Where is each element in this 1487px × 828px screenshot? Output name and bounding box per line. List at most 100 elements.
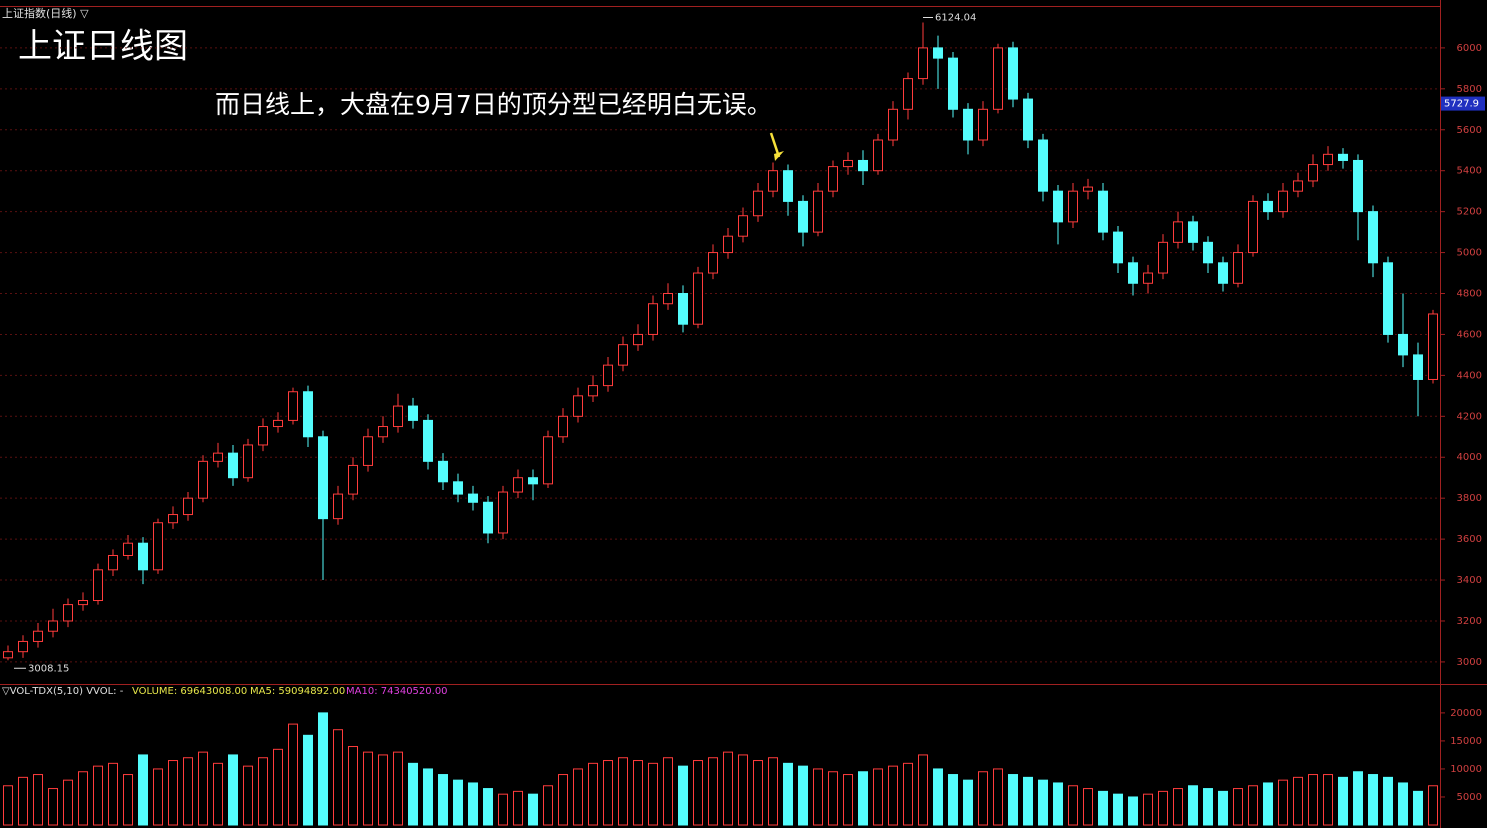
candle-body <box>738 215 748 237</box>
volume-bar <box>1128 796 1138 826</box>
volume-bar <box>1368 774 1378 826</box>
candle-body <box>618 344 628 366</box>
volume-bar <box>1023 776 1033 826</box>
volume-bar <box>318 712 328 826</box>
volume-bar <box>798 765 808 826</box>
candle-body <box>1083 186 1093 192</box>
volume-bar <box>1278 779 1288 826</box>
candle-body <box>1158 241 1168 274</box>
candle-body <box>1113 231 1123 264</box>
candle-body <box>993 47 1003 110</box>
candle-body <box>423 419 433 462</box>
volume-bar <box>903 762 913 826</box>
candle-body <box>948 57 958 110</box>
y-tick-label: 3200 <box>1457 616 1482 627</box>
volume-bar <box>948 774 958 826</box>
volume-bar <box>273 748 283 826</box>
volume-bar <box>1113 793 1123 826</box>
volume-bar <box>513 790 523 826</box>
volume-bar <box>393 751 403 826</box>
volume-bar <box>33 774 43 826</box>
candle-body <box>603 364 613 387</box>
volume-bar <box>168 760 178 826</box>
volume-bar <box>978 771 988 826</box>
volume-bar <box>618 757 628 826</box>
candle-body <box>888 108 898 141</box>
volume-bar <box>1248 785 1258 826</box>
y-tick-label: 4400 <box>1457 370 1482 381</box>
volume-bar <box>78 771 88 826</box>
candle-body <box>438 460 448 483</box>
candle-body <box>48 620 58 632</box>
y-tick-label: 15000 <box>1450 736 1482 747</box>
volume-bar <box>423 768 433 826</box>
candle-body <box>1023 98 1033 141</box>
y-tick-label: 5000 <box>1457 792 1482 803</box>
ma10-value: MA10: 74340520.00 <box>346 686 448 697</box>
annotation-arrowhead <box>774 151 784 161</box>
y-tick-label: 5800 <box>1457 84 1482 95</box>
volume-bar <box>1308 774 1318 826</box>
annotation: 而日线上，大盘在9月7日的顶分型已经明白无误。 <box>215 90 772 119</box>
candle-body <box>933 47 943 59</box>
candle-body <box>18 640 28 653</box>
y-tick-label: 3000 <box>1457 657 1482 668</box>
candle-body <box>1398 333 1408 356</box>
candle-body <box>243 444 253 479</box>
volume-bar <box>1323 774 1333 826</box>
candle-body <box>1248 200 1258 254</box>
volume-bar <box>858 771 868 826</box>
volume-bar <box>228 754 238 826</box>
volume-bar <box>1098 790 1108 826</box>
candle-body <box>768 170 778 192</box>
volume-bar <box>348 746 358 826</box>
volume-bar <box>708 757 718 826</box>
volume-bar <box>1038 779 1048 826</box>
candle-body <box>663 293 673 305</box>
candle-body <box>453 481 463 495</box>
volume-bar <box>1158 790 1168 826</box>
volume-bar <box>63 779 73 826</box>
candle-body <box>1278 190 1288 213</box>
volume-bar <box>768 757 778 826</box>
high-label: 6124.04 <box>935 13 976 24</box>
y-tick-label: 3800 <box>1457 493 1482 504</box>
candle-body <box>513 477 523 493</box>
candle-body <box>393 405 403 428</box>
candle-body <box>183 497 193 516</box>
candle-body <box>1428 313 1438 380</box>
candle-body <box>303 391 313 438</box>
y-tick-label: 3400 <box>1457 575 1482 586</box>
candle-body <box>228 452 238 479</box>
volume-bar <box>813 768 823 826</box>
candle-body <box>123 542 133 556</box>
volume-bar <box>378 754 388 826</box>
candle-body <box>978 108 988 141</box>
volume-bar <box>888 765 898 826</box>
candle-body <box>798 200 808 233</box>
y-tick-label: 3600 <box>1457 534 1482 545</box>
candle-body <box>468 493 478 503</box>
y-tick-label: 4200 <box>1457 411 1482 422</box>
volume-bar <box>1353 771 1363 826</box>
volume-bar <box>1083 788 1093 826</box>
volume-bar <box>603 760 613 826</box>
volume-bar <box>198 751 208 826</box>
candle-body <box>213 452 223 462</box>
y-tick-label: 4600 <box>1457 329 1482 340</box>
candle-body <box>753 190 763 217</box>
ma5-value: MA5: 59094892.00 <box>250 686 345 697</box>
candle-body <box>1188 221 1198 243</box>
volume-bar <box>288 723 298 826</box>
volume-bar <box>1413 790 1423 826</box>
volume-bar <box>213 762 223 826</box>
candle-body <box>168 514 178 524</box>
candle-body <box>1368 211 1378 264</box>
volume-bar <box>1428 785 1438 826</box>
candle-body <box>318 436 328 520</box>
volume-bar <box>528 793 538 826</box>
candle-body <box>288 391 298 421</box>
candle-body <box>678 293 688 325</box>
volume-bar <box>363 751 373 826</box>
volume-bar <box>408 762 418 826</box>
